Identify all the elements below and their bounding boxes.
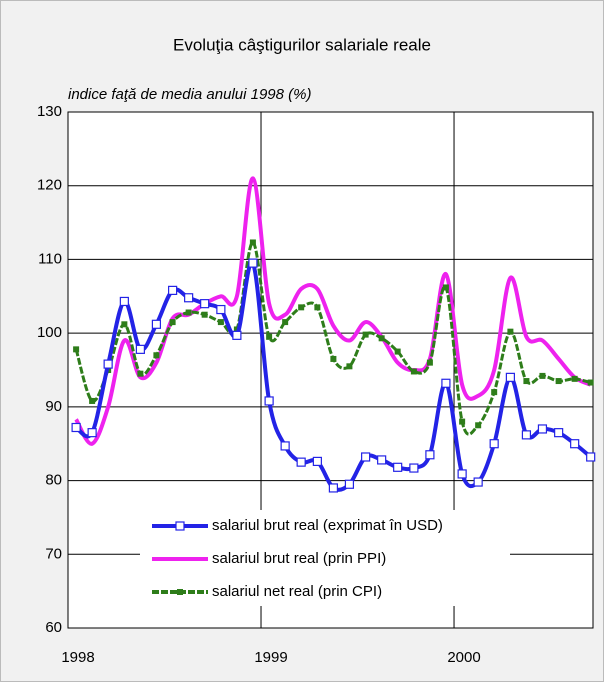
point bbox=[169, 319, 176, 326]
point bbox=[505, 372, 515, 382]
y-tick-label: 100 bbox=[37, 324, 62, 341]
y-tick-label: 60 bbox=[45, 619, 62, 636]
point bbox=[377, 455, 387, 465]
point bbox=[570, 439, 580, 449]
point bbox=[426, 359, 433, 366]
point bbox=[87, 428, 97, 438]
point bbox=[119, 296, 129, 307]
point bbox=[393, 462, 403, 472]
point bbox=[71, 422, 81, 433]
point bbox=[586, 452, 596, 462]
y-tick-label: 130 bbox=[37, 103, 62, 120]
legend-marker bbox=[175, 521, 185, 531]
point bbox=[264, 396, 274, 406]
point bbox=[489, 439, 499, 449]
point bbox=[216, 304, 226, 315]
point bbox=[555, 378, 562, 385]
y-tick-label: 70 bbox=[45, 545, 62, 562]
point bbox=[135, 344, 145, 354]
point bbox=[442, 284, 449, 291]
point bbox=[200, 299, 210, 309]
point bbox=[473, 477, 483, 487]
point bbox=[296, 457, 306, 467]
point bbox=[280, 441, 290, 451]
point bbox=[346, 363, 353, 370]
point bbox=[328, 483, 338, 493]
point bbox=[184, 293, 194, 303]
point bbox=[103, 359, 113, 369]
point bbox=[521, 430, 532, 440]
point bbox=[537, 424, 548, 434]
point bbox=[344, 479, 355, 489]
x-tick-label: 1998 bbox=[61, 649, 94, 666]
legend-label: salariul net real (prin CPI) bbox=[212, 583, 382, 600]
point bbox=[151, 319, 162, 329]
point bbox=[475, 422, 482, 429]
point bbox=[248, 258, 258, 268]
point bbox=[185, 309, 192, 316]
point bbox=[137, 370, 144, 377]
point bbox=[441, 378, 451, 388]
point bbox=[201, 311, 208, 318]
point bbox=[298, 304, 305, 311]
y-tick-label: 90 bbox=[45, 398, 62, 415]
y-tick-label: 80 bbox=[45, 472, 62, 489]
legend-label: salariul brut real (exprimat în USD) bbox=[212, 517, 443, 534]
point bbox=[73, 346, 80, 353]
point bbox=[232, 330, 242, 340]
point bbox=[410, 368, 417, 375]
point bbox=[394, 348, 401, 355]
point bbox=[409, 463, 419, 473]
point bbox=[153, 352, 160, 359]
point bbox=[362, 331, 369, 338]
point bbox=[378, 335, 385, 342]
point bbox=[459, 418, 466, 425]
point bbox=[425, 450, 435, 460]
point bbox=[282, 319, 289, 326]
chart-title: Evoluţia câştigurilor salariale reale bbox=[173, 35, 431, 54]
point bbox=[168, 285, 178, 295]
point bbox=[121, 321, 128, 328]
subtitle: indice faţă de media anului 1998 (%) bbox=[68, 86, 312, 103]
point bbox=[554, 428, 564, 438]
point bbox=[507, 328, 514, 335]
point bbox=[587, 379, 594, 386]
y-tick-label: 110 bbox=[38, 250, 62, 267]
point bbox=[571, 375, 578, 382]
point bbox=[361, 452, 371, 462]
y-tick-label: 120 bbox=[37, 177, 62, 194]
point bbox=[523, 378, 530, 385]
point bbox=[266, 333, 273, 340]
point bbox=[539, 372, 546, 379]
point bbox=[217, 319, 224, 326]
point bbox=[312, 456, 322, 467]
point bbox=[314, 304, 321, 311]
legend-label: salariul brut real (prin PPI) bbox=[212, 550, 386, 567]
x-tick-label: 2000 bbox=[447, 649, 480, 666]
legend-marker bbox=[177, 589, 183, 595]
point bbox=[249, 239, 256, 246]
point bbox=[330, 355, 337, 362]
point bbox=[491, 389, 498, 396]
x-tick-label: 1999 bbox=[254, 649, 287, 666]
point bbox=[457, 469, 467, 479]
point bbox=[89, 397, 96, 404]
